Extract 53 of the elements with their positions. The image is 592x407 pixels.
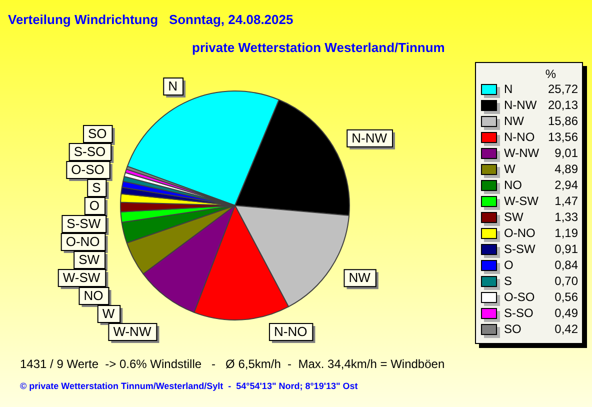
data-label: 13,56: [548, 130, 578, 144]
data-label: 4,89: [554, 162, 578, 176]
slice-label: N-NW: [352, 130, 388, 146]
legend-label: W-SW: [504, 194, 540, 208]
data-label: 1,47: [554, 194, 578, 208]
chart-title: Verteilung Windrichtung Sonntag, 24.08.2025: [8, 12, 294, 27]
data-label: 0,84: [554, 258, 578, 272]
category-label: SW: [78, 252, 100, 268]
data-label: 2,94: [554, 178, 578, 192]
data-label: 20,13: [548, 98, 578, 112]
text: 1431 / 9 Werte -> 0.6% Windstille - Ø 6,5km/h - Max. 34,4km/h = Windböen: [20, 357, 445, 371]
legend-label: N-NW: [504, 98, 538, 112]
data-label: 9,01: [554, 146, 578, 160]
slice-label: N-NO: [274, 324, 308, 340]
category-label: O-NO: [66, 234, 100, 250]
slice-label: S-SO: [74, 144, 106, 160]
legend-label: S: [504, 274, 514, 288]
category-label: S-SW: [66, 216, 101, 232]
category-label: O: [89, 198, 100, 214]
slice-label: W: [102, 306, 116, 322]
data-label: 25,72: [548, 82, 578, 96]
text: © private Wetterstation Tinnum/Westerland/Sylt - 54°54'13" Nord; 8°19'13" Ost: [20, 381, 358, 391]
data-label: 1,19: [554, 226, 578, 240]
legend-label: N: [504, 82, 514, 96]
legend-label: O-NO: [504, 226, 536, 240]
slice-label: NW: [348, 270, 372, 286]
slice-label: W-NW: [113, 324, 152, 340]
legend-label: W: [504, 162, 516, 176]
data-label: 15,86: [548, 114, 578, 128]
category-label: SO: [88, 126, 107, 142]
legend-label: S-SW: [504, 242, 536, 256]
data-label: 0,70: [554, 274, 578, 288]
data-label: 0,91: [554, 242, 578, 256]
data-label: 0,42: [554, 322, 578, 336]
legend-label: NW: [504, 114, 525, 128]
slice-label: N: [168, 78, 178, 94]
legend-label: NO: [504, 178, 523, 192]
category-label: S: [92, 180, 101, 196]
legend-label: O-SO: [504, 290, 536, 304]
data-label: 0,49: [554, 306, 578, 320]
legend-label: SW: [504, 210, 524, 224]
legend-label: O: [504, 258, 514, 272]
data-label: 1,33: [554, 210, 578, 224]
chart-subtitle: private Wetterstation Westerland/Tinnum: [192, 40, 445, 55]
legend-label: N-NO: [504, 130, 536, 144]
data-label: 0,56: [554, 290, 578, 304]
legend-label: SO: [504, 322, 522, 336]
category-label: W-SW: [62, 270, 100, 286]
legend-title: %: [544, 67, 557, 81]
slice-label: O-SO: [71, 162, 104, 178]
category-label: NO: [84, 288, 104, 304]
legend-label: W-NW: [504, 146, 540, 160]
legend-label: S-SO: [504, 306, 534, 320]
